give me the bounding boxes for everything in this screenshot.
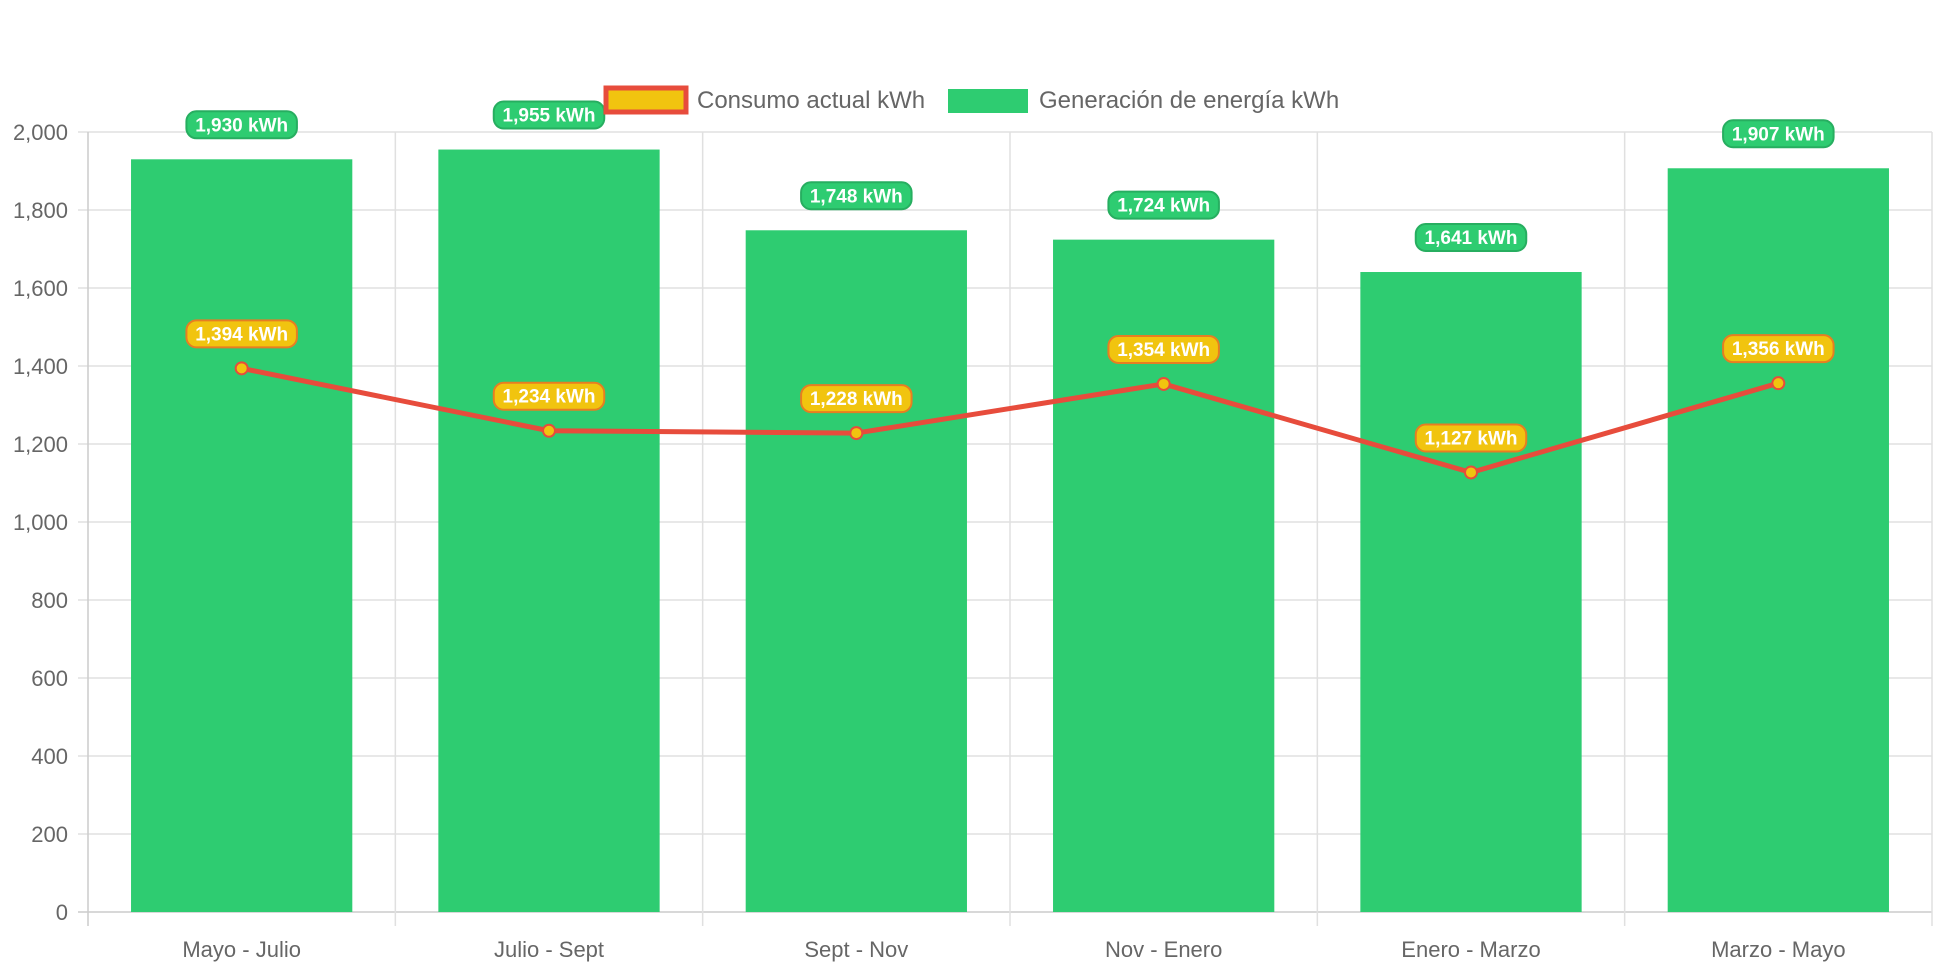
y-tick-label: 600	[31, 666, 68, 691]
bar-data-label: 1,930 kWh	[195, 115, 288, 136]
legend: Consumo actual kWh Generación de energía…	[603, 85, 1339, 115]
point-consumo	[1771, 376, 1786, 391]
y-tick-label: 1,800	[13, 198, 68, 223]
point-consumo	[542, 423, 556, 438]
point-consumo	[849, 426, 864, 441]
y-tick-label: 1,400	[13, 354, 68, 379]
line-data-label: 1,127 kWh	[1425, 428, 1518, 449]
bar-data-label-bg	[1414, 223, 1528, 253]
legend-swatch-consumo	[603, 85, 689, 115]
bar-data-label-bg	[185, 110, 298, 140]
bar-data-label-bg	[1722, 119, 1835, 149]
y-tick-label: 400	[31, 744, 68, 769]
line-data-label-bg	[1722, 334, 1835, 364]
x-tick-label: Mayo - Julio	[182, 937, 301, 962]
axis-layer: 0 200 400 600 800 1,000 1,200 1,400 1,600 1,800 2,…	[13, 120, 1846, 962]
x-tick-label: Julio - Sept	[494, 937, 604, 962]
line-data-label: 1,228 kWh	[810, 389, 903, 410]
data-labels-layer: 1,930 kWh 1,955 kWh 1,748 kWh 1,724 kWh 1,64…	[185, 100, 1835, 453]
y-tick-label: 800	[31, 588, 68, 613]
bar-data-label-bg	[492, 100, 606, 130]
line-consumo	[241, 365, 1780, 475]
bar-data-label: 1,955 kWh	[503, 106, 596, 127]
legend-swatch-generacion	[948, 89, 1028, 113]
bar-data-label: 1,748 kWh	[810, 186, 903, 207]
y-tick-label: 1,000	[13, 510, 68, 535]
line-data-label-bg	[800, 384, 913, 414]
x-tick-label: Nov - Enero	[1105, 937, 1222, 962]
y-tick-label: 1,200	[13, 432, 68, 457]
y-tick-label: 1,600	[13, 276, 68, 301]
point-consumo	[1156, 376, 1171, 391]
line-data-label-bg	[1107, 334, 1220, 364]
bar-generacion	[131, 159, 353, 913]
x-tick-label: Marzo - Mayo	[1711, 937, 1845, 962]
line-data-label: 1,354 kWh	[1117, 340, 1210, 361]
bar-data-label-bg	[800, 181, 913, 211]
bar-generacion	[1360, 272, 1582, 912]
y-tick-label: 2,000	[13, 120, 68, 145]
bar-data-label: 1,724 kWh	[1117, 196, 1210, 217]
line-data-label: 1,234 kWh	[503, 387, 596, 408]
bar-data-label-bg	[1107, 190, 1220, 220]
point-consumo	[234, 361, 249, 376]
bar-data-label: 1,907 kWh	[1732, 124, 1825, 145]
x-tick-label: Sept - Nov	[804, 937, 908, 962]
y-tick-label: 200	[31, 822, 68, 847]
line-data-label: 1,356 kWh	[1732, 339, 1825, 360]
x-tick-label: Enero - Marzo	[1401, 937, 1540, 962]
line-data-label-bg	[185, 319, 298, 349]
point-consumo	[1464, 465, 1478, 480]
legend-item-consumo[interactable]: Consumo actual kWh	[603, 85, 925, 115]
line-data-label-bg	[492, 381, 606, 411]
bar-data-label: 1,641 kWh	[1425, 228, 1518, 249]
legend-label-consumo: Consumo actual kWh	[697, 87, 925, 114]
line-layer	[234, 361, 1786, 480]
bar-generacion	[745, 230, 967, 912]
line-data-label: 1,394 kWh	[195, 324, 288, 345]
legend-label-generacion: Generación de energía kWh	[1039, 87, 1339, 114]
legend-item-generacion[interactable]: Generación de energía kWh	[948, 87, 1339, 114]
line-data-label-bg	[1414, 423, 1528, 453]
grid-layer	[78, 131, 1933, 926]
bar-generacion	[1667, 168, 1889, 912]
bars-layer	[131, 149, 1889, 913]
bar-generacion	[438, 149, 660, 913]
y-tick-label: 0	[56, 900, 68, 925]
